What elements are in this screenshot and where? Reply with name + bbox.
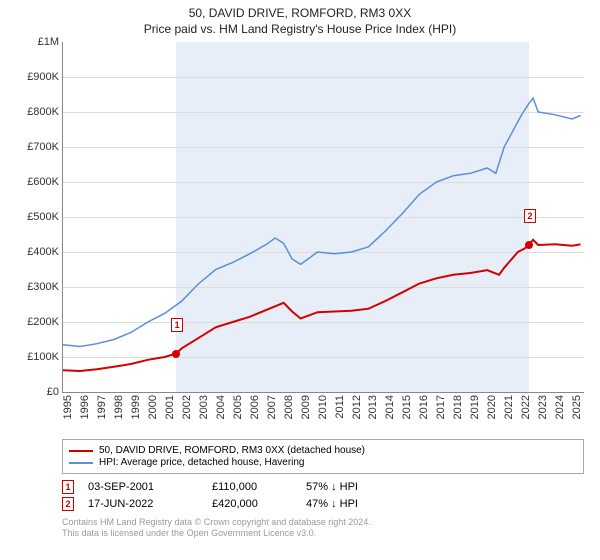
footer-attribution: Contains HM Land Registry data © Crown c… [62,517,584,540]
sale-diff: 47% ↓ HPI [306,498,396,510]
x-tick-label: 2005 [232,395,244,419]
x-tick-label: 2011 [334,395,346,419]
footer-line-1: Contains HM Land Registry data © Crown c… [62,517,584,528]
x-tick-label: 2013 [367,395,379,419]
x-tick-label: 1996 [79,395,91,419]
chart-subtitle: Price paid vs. HM Land Registry's House … [10,22,590,36]
sale-index-box: 2 [62,497,74,511]
chart-container: 50, DAVID DRIVE, ROMFORD, RM3 0XX Price … [0,0,600,560]
sale-marker-2: 2 [524,209,536,223]
x-tick-label: 2023 [537,395,549,419]
x-tick-label: 1995 [62,395,74,419]
legend-box: 50, DAVID DRIVE, ROMFORD, RM3 0XX (detac… [62,439,584,474]
x-tick-label: 2010 [317,395,329,419]
x-tick-label: 1999 [130,395,142,419]
y-tick-label: £0 [11,386,59,398]
x-tick-label: 2008 [283,395,295,419]
x-tick-label: 2009 [300,395,312,419]
sale-marker-1: 1 [171,318,183,332]
sale-row-2: 2 17-JUN-2022 £420,000 47% ↓ HPI [62,497,584,511]
x-tick-label: 2014 [384,395,396,419]
sale-date: 17-JUN-2022 [88,498,198,510]
x-tick-label: 2022 [520,395,532,419]
x-tick-label: 2004 [215,395,227,419]
x-tick-label: 2018 [452,395,464,419]
x-tick-label: 2012 [351,395,363,419]
y-tick-label: £100K [11,351,59,363]
y-tick-label: £700K [11,141,59,153]
x-tick-label: 2017 [435,395,447,419]
x-tick-label: 2024 [554,395,566,419]
sales-list: 1 03-SEP-2001 £110,000 57% ↓ HPI 2 17-JUN-202… [62,480,584,511]
legend-swatch [69,462,93,464]
x-tick-label: 2015 [401,395,413,419]
series-price_paid [63,240,581,371]
chart-lines-svg [63,42,584,392]
x-axis-labels: 1995 1996 1997 1998 1999 2000 2001 2002 2003 2004… [62,393,584,435]
y-tick-label: £300K [11,281,59,293]
sale-dot-1 [172,350,180,358]
sale-price: £110,000 [212,481,292,493]
x-tick-label: 2002 [181,395,193,419]
sale-date: 03-SEP-2001 [88,481,198,493]
sale-diff: 57% ↓ HPI [306,481,396,493]
legend-row: 50, DAVID DRIVE, ROMFORD, RM3 0XX (detac… [69,445,577,456]
x-tick-label: 2003 [198,395,210,419]
legend-swatch [69,450,93,452]
footer-line-2: This data is licensed under the Open Gov… [62,528,584,539]
y-tick-label: £500K [11,211,59,223]
y-tick-label: £800K [11,106,59,118]
sale-index-box: 1 [62,480,74,494]
x-tick-label: 1998 [113,395,125,419]
chart-plot-area: £0£100K£200K£300K£400K£500K£600K£700K£80… [62,42,584,393]
x-tick-label: 2019 [469,395,481,419]
y-tick-label: £900K [11,71,59,83]
y-tick-label: £400K [11,246,59,258]
y-tick-label: £1M [11,36,59,48]
sale-dot-2 [525,241,533,249]
x-tick-label: 2016 [418,395,430,419]
x-tick-label: 2006 [249,395,261,419]
series-hpi [63,98,581,347]
x-tick-label: 2020 [486,395,498,419]
chart-title: 50, DAVID DRIVE, ROMFORD, RM3 0XX [10,6,590,20]
legend-label: HPI: Average price, detached house, Have… [99,457,305,468]
x-tick-label: 2007 [266,395,278,419]
y-tick-label: £600K [11,176,59,188]
x-tick-label: 2021 [503,395,515,419]
x-tick-label: 2001 [164,395,176,419]
y-tick-label: £200K [11,316,59,328]
x-tick-label: 2025 [571,395,583,419]
sale-price: £420,000 [212,498,292,510]
x-tick-label: 2000 [147,395,159,419]
legend-row: HPI: Average price, detached house, Have… [69,457,577,468]
sale-row-1: 1 03-SEP-2001 £110,000 57% ↓ HPI [62,480,584,494]
x-tick-label: 1997 [96,395,108,419]
legend-label: 50, DAVID DRIVE, ROMFORD, RM3 0XX (detac… [99,445,365,456]
